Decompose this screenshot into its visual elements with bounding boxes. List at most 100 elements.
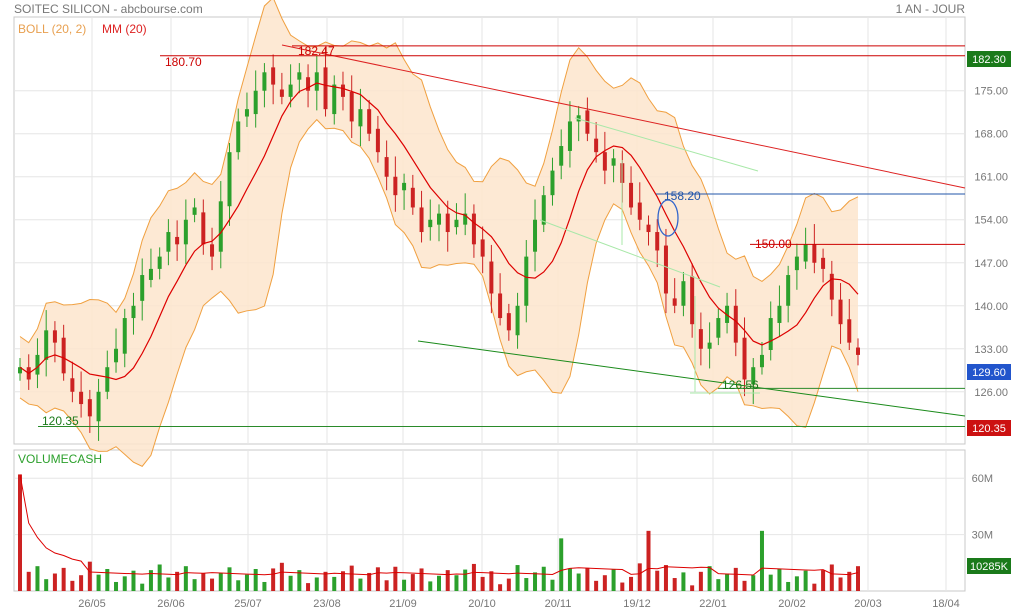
candle-body — [602, 152, 607, 171]
volume-bar — [742, 580, 747, 591]
candle-body — [306, 77, 311, 91]
legend-boll: BOLL (20, 2) — [18, 22, 86, 36]
volume-ma — [19, 474, 859, 576]
volume-bar — [393, 566, 398, 591]
x-tick-label: 19/12 — [623, 598, 651, 610]
x-tick-label: 23/08 — [313, 598, 341, 610]
green-channel-a — [574, 117, 759, 172]
x-tick-label: 20/10 — [468, 598, 496, 610]
label-150: 150.00 — [755, 237, 792, 251]
candle-body — [210, 244, 215, 257]
y-tick-label: 168.00 — [974, 129, 1008, 141]
candle-body — [646, 224, 651, 233]
candle-body — [340, 84, 345, 97]
candle-body — [812, 244, 817, 263]
x-tick-label: 20/11 — [545, 598, 572, 610]
volume-bar — [26, 571, 31, 591]
volume-bar — [410, 574, 415, 591]
volume-bar — [829, 564, 834, 591]
candle-body — [79, 391, 84, 405]
candle-body — [471, 213, 476, 245]
volume-bar — [489, 571, 494, 591]
label-182-47: 182.47 — [298, 44, 335, 58]
candle-body — [803, 244, 808, 262]
volume-bar — [847, 571, 852, 591]
volume-bar — [70, 580, 75, 591]
volume-bar — [349, 565, 354, 591]
candle-body — [105, 367, 110, 392]
candle-body — [768, 318, 773, 350]
legend-volume: VOLUMECASH — [18, 452, 102, 466]
volume-bar — [218, 572, 223, 591]
candle-body — [742, 337, 747, 380]
candle-body — [96, 391, 101, 422]
volume-bar — [122, 576, 127, 591]
volume-bar — [358, 578, 363, 591]
label-126-56: 126.56 — [722, 378, 759, 392]
volume-bar — [698, 571, 703, 591]
volume-bar — [79, 575, 84, 591]
axis-labels: 175.00 168.00 161.00 154.00 147.00 140.00 133.… — [78, 86, 1008, 610]
candle-body — [279, 89, 284, 97]
volume-bar — [655, 570, 660, 591]
candle-body — [148, 268, 153, 280]
candle-body — [201, 212, 206, 245]
candle-body — [314, 72, 319, 91]
candle-body — [515, 305, 520, 336]
candle-body — [690, 276, 695, 325]
volume-bar — [759, 530, 764, 591]
label-180-70: 180.70 — [165, 55, 202, 69]
volume-bar — [306, 583, 311, 591]
volume-bar — [227, 567, 232, 591]
candle-body — [262, 72, 267, 91]
trend-lines — [281, 44, 966, 417]
candle-body — [838, 299, 843, 325]
volume-bar — [340, 571, 345, 591]
candle-body — [698, 329, 703, 349]
volume-bar — [611, 569, 616, 591]
candle-body — [541, 195, 546, 225]
volume-tick-label: 60M — [972, 473, 993, 485]
candle-body — [751, 367, 756, 385]
volume-bar — [52, 573, 57, 591]
candle-body — [175, 236, 180, 245]
volume-tag-bg — [967, 558, 1011, 574]
volume-bar — [35, 566, 40, 591]
candle-body — [856, 347, 860, 355]
y-tick-label: 175.00 — [974, 86, 1008, 98]
candle-body — [70, 378, 75, 392]
axis-tag-bottom: 120.35 — [972, 423, 1006, 435]
volume-bar — [506, 578, 511, 591]
axis-tag-bottom-bg — [967, 420, 1011, 436]
candle-body — [367, 109, 372, 134]
green-channel-b — [539, 219, 721, 288]
volume-bar — [803, 570, 808, 591]
volume-bar — [533, 572, 538, 591]
candle-body — [35, 354, 40, 375]
volume-bar — [620, 582, 625, 591]
candle-body — [777, 305, 782, 323]
volume-bar — [681, 572, 686, 591]
legend-mm: MM (20) — [102, 22, 147, 36]
volume-bar — [131, 570, 136, 591]
axis-tag-last: 129.60 — [972, 367, 1006, 379]
candle-body — [716, 318, 721, 338]
x-tick-label: 22/01 — [699, 598, 727, 610]
volume-bar — [838, 577, 843, 591]
label-158-20: 158.20 — [664, 189, 701, 203]
volume-bar — [751, 575, 756, 591]
volume-bar — [288, 575, 293, 591]
volume-bar — [856, 566, 860, 591]
volume-bar — [585, 567, 590, 591]
volume-bars — [18, 474, 860, 591]
candle-body — [759, 354, 764, 368]
candle-body — [524, 256, 529, 306]
candle-body — [227, 152, 232, 207]
label-120-35: 120.35 — [42, 414, 79, 428]
volume-bar — [550, 579, 555, 591]
x-tick-label: 26/05 — [78, 598, 106, 610]
candle-body — [358, 109, 363, 127]
candle-body — [506, 313, 511, 331]
candle-body — [288, 84, 293, 97]
candle-body — [681, 281, 686, 306]
